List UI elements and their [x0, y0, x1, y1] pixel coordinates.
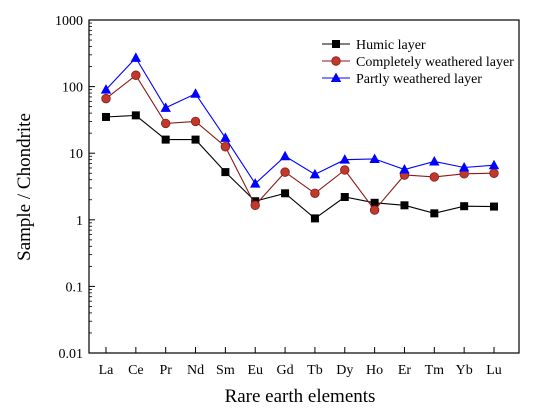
data-point [369, 153, 380, 163]
plot-frame [88, 19, 520, 354]
data-point [131, 111, 140, 120]
legend-marker [331, 56, 341, 66]
data-point [160, 118, 171, 129]
x-tick-label-lu: Lu [486, 363, 502, 378]
series-line [105, 74, 495, 211]
data-point [339, 154, 350, 164]
data-point [250, 200, 260, 211]
data-point [309, 168, 321, 179]
data-point [279, 150, 291, 161]
x-axis-ticks: La Ce Pr Nd Sm Eu Gd Tb Dy Ho Er Tm Yb Lu [99, 347, 502, 378]
y-tick-label: 10 [69, 147, 83, 162]
data-point [310, 188, 320, 198]
data-point [220, 142, 231, 152]
x-tick-label-ce: Ce [128, 363, 144, 378]
x-tick-label-la: La [99, 363, 115, 378]
data-point [190, 116, 201, 127]
data-point [370, 198, 379, 207]
data-point [221, 168, 230, 177]
x-tick-label-sm: Sm [216, 363, 235, 378]
data-point [250, 178, 261, 188]
series-line [105, 114, 495, 220]
data-point [430, 209, 439, 218]
data-point [100, 84, 112, 94]
series-layer [100, 52, 500, 223]
x-tick-label-eu: Eu [247, 363, 263, 378]
data-point [399, 163, 410, 174]
data-point [488, 159, 500, 170]
x-tick-label-dy: Dy [336, 363, 353, 378]
y-tick-label: 1000 [55, 14, 83, 29]
data-point [429, 156, 440, 166]
data-point [460, 202, 469, 211]
data-point [369, 205, 380, 215]
data-point [281, 189, 290, 198]
series-2 [101, 70, 499, 215]
data-point [191, 135, 200, 144]
x-axis-title: Rare earth elements [225, 386, 376, 407]
data-point [190, 88, 201, 98]
x-tick-label-ho: Ho [366, 363, 383, 378]
x-tick-label-gd: Gd [277, 363, 294, 378]
legend-entry-2: Completely weathered layer [322, 55, 514, 70]
data-point [489, 168, 499, 178]
x-tick-label-tb: Tb [307, 363, 323, 378]
legend-marker [330, 72, 342, 82]
x-tick-label-pr: Pr [159, 363, 172, 378]
x-tick-label-yb: Yb [456, 363, 473, 378]
data-point [280, 167, 290, 177]
data-point [429, 172, 440, 182]
data-point [220, 132, 231, 142]
legend: Humic layer Completely weathered layer Par… [322, 38, 514, 87]
data-point [131, 70, 141, 80]
data-point [490, 202, 498, 211]
legend-label: Completely weathered layer [356, 55, 514, 70]
y-tick-label: 1 [76, 214, 83, 229]
data-point [340, 165, 350, 175]
legend-entry-1: Humic layer [322, 38, 426, 53]
y-axis-ticks: 0.01 0.1 1 10 100 1000 [55, 14, 95, 362]
data-point [101, 93, 111, 104]
legend-label: Humic layer [356, 38, 426, 53]
data-point [400, 201, 409, 210]
y-tick-label: 0.01 [59, 347, 84, 362]
y-tick-label: 0.1 [66, 280, 84, 295]
data-point [160, 102, 171, 112]
data-point [102, 112, 110, 121]
data-point [458, 161, 470, 172]
legend-label: Partly weathered layer [356, 72, 482, 87]
y-tick-label: 100 [62, 81, 83, 96]
x-tick-label-er: Er [398, 363, 412, 378]
series-3 [100, 52, 500, 188]
legend-marker [332, 40, 340, 48]
x-tick-label-nd: Nd [187, 363, 204, 378]
x-tick-label-tm: Tm [425, 363, 445, 378]
y-axis-title: Sample / Chondrite [14, 113, 35, 261]
data-point [161, 135, 170, 144]
series-1 [102, 111, 498, 223]
legend-entry-3: Partly weathered layer [322, 72, 482, 87]
data-point [130, 52, 142, 62]
data-point [340, 192, 349, 201]
series-line [105, 56, 495, 185]
data-point [310, 214, 319, 223]
